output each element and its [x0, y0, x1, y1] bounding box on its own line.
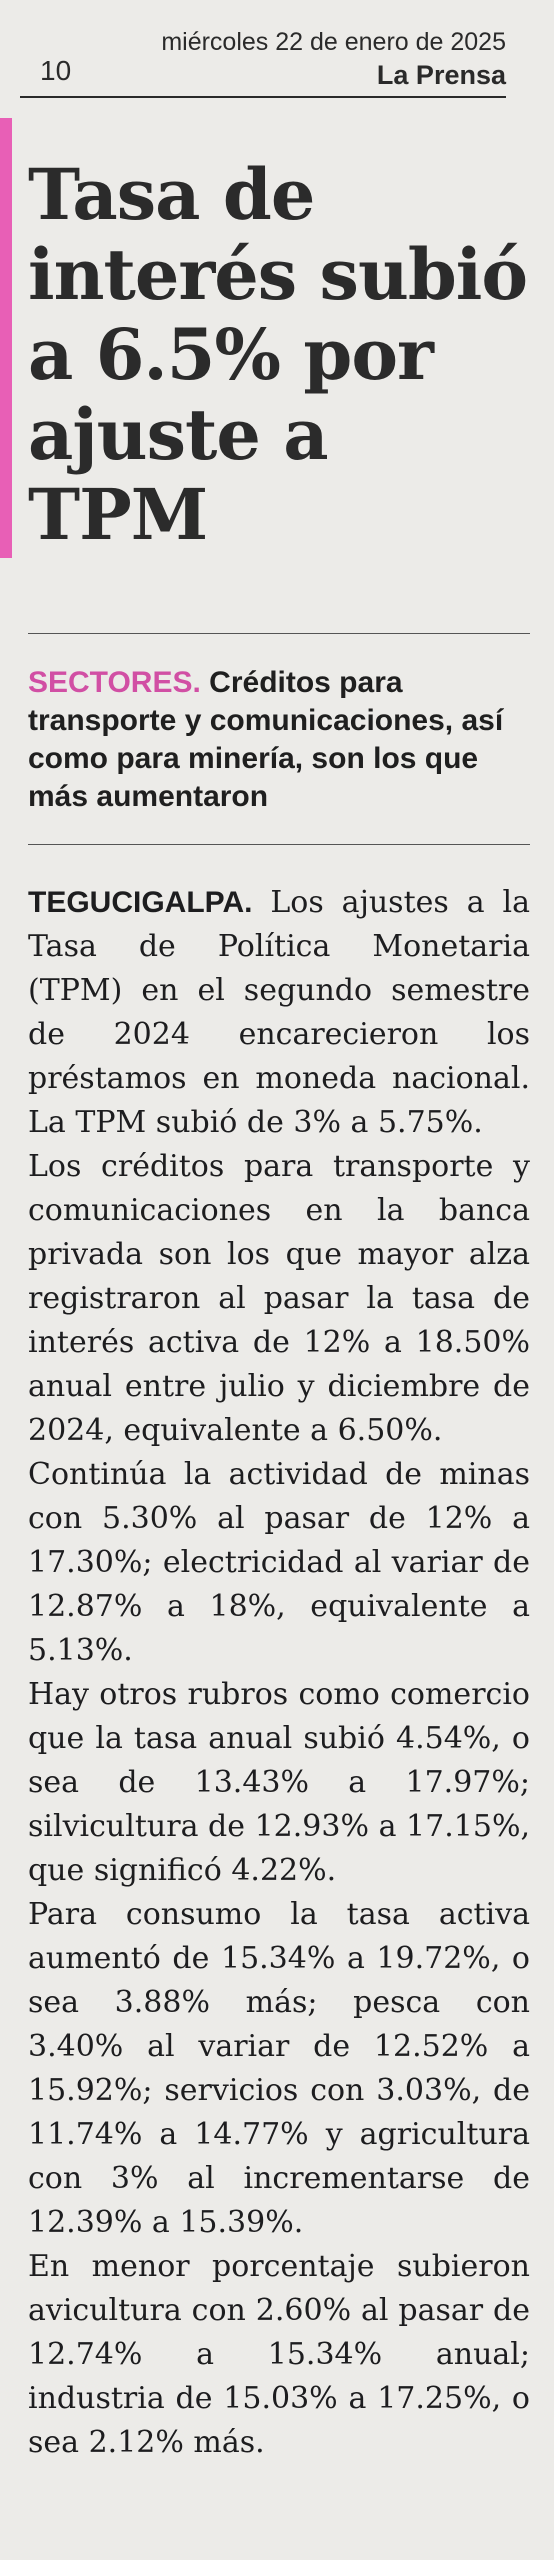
section-label: SECTORES. [28, 666, 201, 699]
newspaper-name: La Prensa [376, 60, 506, 90]
body-paragraph: Para consumo la tasa activa aumentó de 1… [28, 1897, 530, 2240]
body-paragraph: Los créditos para transporte y comunicac… [28, 1149, 530, 1448]
article-body: TEGUCIGALPA. Los ajustes a la Tasa de Po… [28, 881, 530, 2465]
headline-accent-bar [0, 118, 12, 558]
page-number: 10 [40, 55, 72, 86]
subheadline-divider [28, 844, 530, 845]
paragraph-text: Los ajustes a la Tasa de Política Moneta… [28, 885, 530, 1140]
article-headline: Tasa de interés subió a 6.5% por ajuste … [28, 153, 528, 556]
headline-divider [28, 633, 530, 634]
body-paragraph: Continúa la actividad de minas con 5.30%… [28, 1457, 530, 1668]
issue-date: miércoles 22 de enero de 2025 [161, 28, 506, 56]
body-paragraph: En menor porcentaje subieron avicultura … [28, 2249, 530, 2460]
body-paragraph: TEGUCIGALPA. Los ajustes a la Tasa de Po… [28, 881, 530, 1145]
article-subheadline: SECTORES. Créditos para transporte y com… [28, 664, 530, 816]
body-paragraph: Hay otros rubros como comercio que la ta… [28, 1677, 530, 1888]
header-divider [20, 96, 506, 98]
page-header: miércoles 22 de enero de 2025 10 La Pren… [10, 0, 530, 100]
dateline: TEGUCIGALPA. [28, 886, 253, 919]
subheadline-text: Créditos para transporte y comunicacione… [28, 666, 504, 813]
